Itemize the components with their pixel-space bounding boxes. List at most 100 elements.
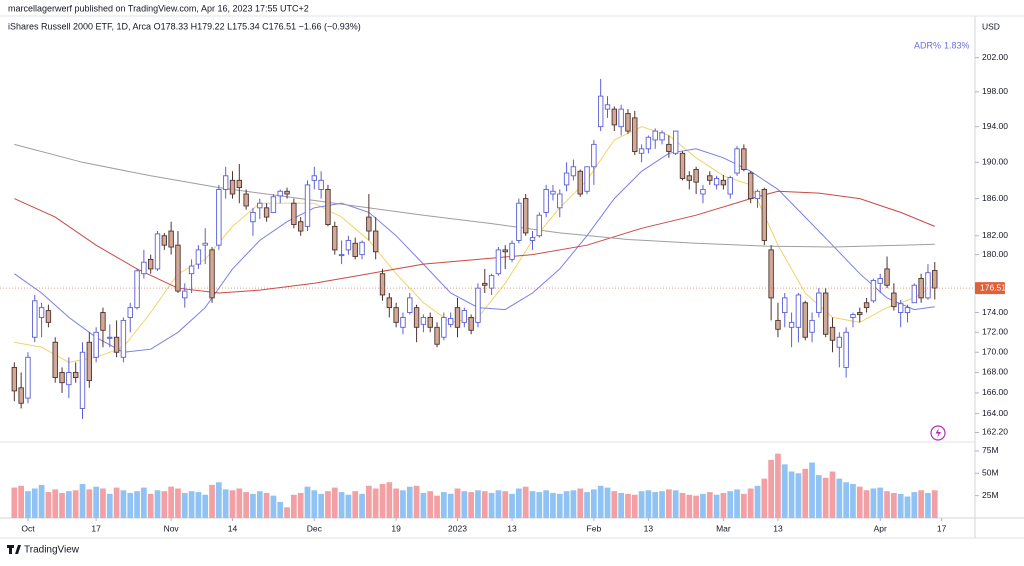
alert-icon[interactable]: [930, 425, 946, 441]
y-tick-label: 170.00: [982, 347, 1008, 357]
candle-body: [386, 297, 393, 309]
candle-body: [850, 314, 856, 318]
volume-bar: [181, 492, 188, 518]
volume-bar: [843, 482, 849, 518]
volume-bar: [891, 492, 897, 518]
volume-bar: [393, 488, 399, 518]
volume-bar: [870, 488, 877, 518]
candle-body: [686, 175, 693, 181]
volume-bar: [441, 492, 447, 518]
candle-body: [529, 237, 536, 241]
volume-bar: [168, 486, 174, 518]
y-tick-label: 162.20: [982, 427, 1008, 437]
candle-body: [407, 297, 413, 313]
volume-bar: [781, 464, 788, 518]
candle-body: [250, 211, 256, 223]
candle-body: [782, 297, 788, 313]
candle-body: [897, 303, 904, 313]
candle-body: [591, 143, 597, 168]
volume-bar: [106, 493, 113, 518]
candle-body: [911, 284, 918, 304]
volume-bar: [884, 491, 890, 518]
y-tick-label: 164.00: [982, 408, 1008, 418]
candle-body: [857, 312, 863, 315]
volume-bar: [406, 486, 413, 518]
candle-body: [318, 179, 324, 190]
candle-body: [475, 287, 481, 323]
candle-body: [877, 278, 883, 284]
volume-bar: [925, 492, 931, 518]
volume-bar: [31, 488, 38, 518]
candle-body: [45, 310, 52, 323]
candle-body: [420, 316, 427, 325]
volume-bar: [618, 492, 624, 518]
indicator-label: ADR%: [914, 40, 941, 50]
candle-body: [775, 319, 781, 330]
candle-body: [925, 272, 931, 299]
volume-bar: [638, 491, 645, 518]
volume-bar: [686, 494, 693, 518]
volume-bar: [604, 487, 611, 518]
candle-body: [754, 190, 761, 200]
candle-body: [563, 172, 570, 186]
volume-bar: [379, 484, 386, 518]
candle-body: [338, 254, 345, 257]
candle-body: [788, 321, 795, 328]
candle-body: [229, 179, 236, 195]
volume-bar: [147, 493, 154, 518]
volume-bar: [809, 462, 815, 518]
candle-body: [932, 270, 938, 289]
candle-body: [482, 282, 488, 286]
volume-bar: [66, 491, 72, 518]
volume-bar: [850, 484, 856, 518]
volume-bar: [141, 487, 147, 518]
volume-bar: [420, 492, 427, 518]
candle-body: [427, 316, 433, 328]
candle-body: [734, 148, 740, 174]
symbol-legend: iShares Russell 2000 ETF, 1D, Arca O178.…: [8, 21, 361, 31]
volume-bar: [666, 489, 672, 518]
candle-body: [107, 336, 113, 339]
volume-bar: [263, 492, 270, 518]
volume-bar: [516, 488, 522, 518]
candle-body: [284, 190, 290, 195]
candle-body: [795, 294, 802, 328]
volume-bar: [154, 490, 161, 518]
candle-body: [863, 302, 870, 309]
candle-body: [768, 249, 774, 299]
volume-bar: [816, 475, 822, 518]
candle-body: [577, 170, 583, 195]
volume-bar: [836, 478, 843, 518]
volume-bar: [100, 488, 106, 518]
volume-bar: [700, 493, 706, 518]
candle-body: [32, 300, 38, 338]
volume-bar: [597, 485, 604, 518]
volume-bar: [584, 492, 590, 518]
candle-body: [870, 279, 877, 302]
x-tick-label: Apr: [874, 523, 887, 533]
volume-bar: [352, 491, 359, 518]
volume-bar: [536, 492, 543, 518]
volume-bar: [434, 495, 440, 518]
volume-bar: [134, 491, 140, 518]
volume-bar: [522, 486, 529, 518]
candle-body: [25, 356, 31, 399]
volume-bar: [577, 488, 584, 518]
y-tick-label: 202.00: [982, 52, 1008, 62]
volume-bar: [59, 492, 65, 518]
volume-bar: [931, 490, 938, 518]
candle-body: [829, 326, 836, 341]
y-tick-label: 186.00: [982, 193, 1008, 203]
volume-bar: [822, 477, 829, 518]
candle-body: [802, 302, 808, 338]
volume-bar: [502, 491, 509, 518]
volume-bar: [52, 489, 59, 518]
candle-body: [816, 292, 822, 313]
x-tick-label: Oct: [21, 523, 35, 533]
volume-bar: [768, 459, 774, 518]
volume-bar: [113, 487, 120, 518]
volume-bar: [345, 494, 352, 518]
y-tick-label: 194.00: [982, 121, 1008, 131]
candle-body: [584, 166, 590, 192]
